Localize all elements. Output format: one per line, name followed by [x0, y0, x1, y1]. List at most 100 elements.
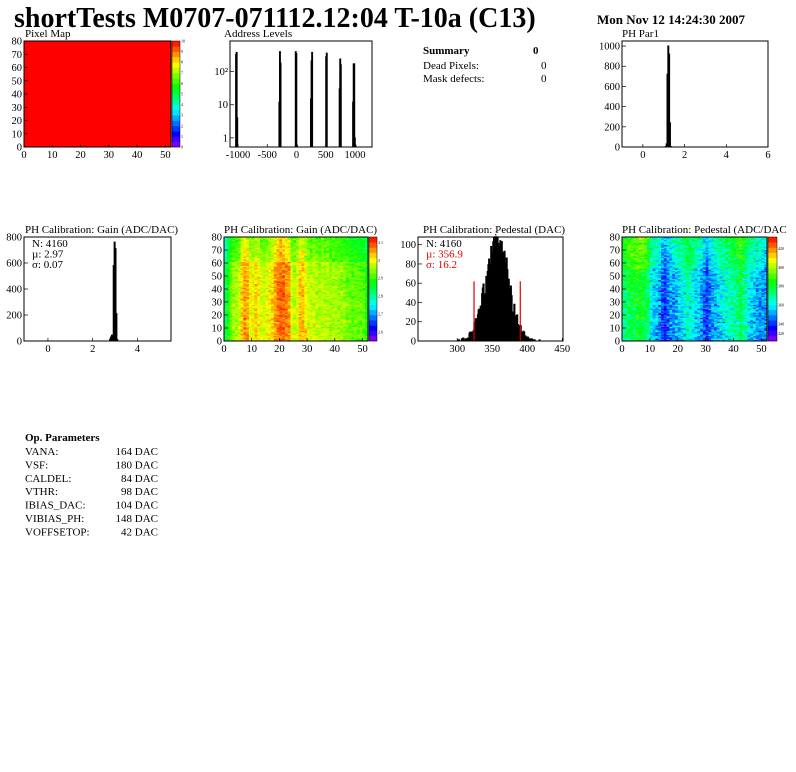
heatmap-cell	[354, 263, 358, 265]
heatmap-cell	[318, 300, 322, 303]
heatmap-cell	[365, 264, 369, 266]
heatmap-cell	[232, 298, 236, 300]
heatmap-cell	[312, 287, 316, 290]
heatmap-cell	[627, 330, 631, 333]
heatmap-cell	[307, 256, 311, 259]
heatmap-cell	[354, 337, 358, 339]
heatmap-cell	[362, 320, 366, 322]
heatmap-cell	[224, 328, 228, 330]
heatmap-cell	[251, 318, 255, 321]
heatmap-cell	[329, 292, 333, 295]
heatmap-cell	[359, 334, 363, 337]
heatmap-cell	[307, 303, 311, 305]
heatmap-cell	[293, 270, 297, 273]
heatmap-cell	[365, 268, 369, 270]
heatmap-cell	[237, 305, 241, 308]
heatmap-cell	[307, 283, 311, 286]
heatmap-cell	[257, 268, 261, 270]
heatmap-cell	[320, 283, 324, 286]
heatmap-cell	[237, 303, 241, 305]
heatmap-cell	[235, 290, 239, 292]
heatmap-cell	[307, 287, 311, 290]
heatmap-cell	[262, 279, 266, 282]
heatmap-cell	[622, 338, 626, 340]
heatmap-cell	[260, 277, 264, 279]
heatmap-cell	[273, 290, 277, 292]
heatmap-cell	[284, 335, 288, 338]
heatmap-cell	[365, 248, 369, 251]
heatmap-cell	[630, 300, 634, 303]
heatmap-cell	[284, 296, 288, 299]
heatmap-cell	[304, 331, 308, 334]
heatmap-cell	[312, 273, 316, 275]
heatmap-cell	[359, 298, 363, 300]
heatmap-cell	[329, 291, 333, 294]
heatmap-cell	[340, 247, 344, 249]
heatmap-cell	[237, 272, 241, 274]
heatmap-cell	[633, 274, 637, 277]
heatmap-cell	[624, 295, 628, 298]
x-tick-label: 350	[484, 344, 500, 355]
heatmap-cell	[624, 276, 628, 278]
heatmap-cell	[635, 328, 640, 330]
heatmap-cell	[271, 244, 275, 247]
heatmap-cell	[251, 296, 255, 299]
heatmap-cell	[624, 281, 628, 283]
heatmap-cell	[624, 304, 628, 307]
heatmap-cell	[293, 276, 297, 278]
heatmap-cell	[343, 295, 347, 298]
heatmap-cell	[257, 286, 261, 288]
heatmap-cell	[240, 244, 244, 247]
heatmap-cell	[332, 308, 336, 311]
heatmap-cell	[282, 325, 286, 327]
heatmap-cell	[254, 260, 258, 262]
heatmap-cell	[320, 268, 324, 270]
heatmap-cell	[301, 269, 305, 272]
heatmap-cell	[337, 270, 341, 273]
heatmap-cell	[312, 238, 316, 240]
heatmap-cell	[315, 287, 319, 290]
heatmap-cell	[318, 317, 322, 320]
heatmap-cell	[309, 278, 313, 281]
heatmap-cell	[254, 335, 258, 338]
heatmap-cell	[282, 316, 286, 318]
heatmap-cell	[312, 286, 316, 288]
heatmap-cell	[365, 325, 369, 327]
heatmap-cell	[293, 305, 297, 308]
heatmap-cell	[343, 289, 347, 291]
heatmap-cell	[307, 279, 311, 282]
heatmap-cell	[315, 243, 319, 246]
heatmap-cell	[257, 274, 261, 277]
heatmap-cell	[340, 313, 344, 316]
heatmap-cell	[248, 239, 252, 242]
heatmap-cell	[635, 252, 640, 255]
heatmap-cell	[301, 250, 305, 252]
heatmap-cell	[262, 292, 266, 295]
heatmap-cell	[622, 286, 626, 288]
heatmap-cell	[284, 253, 288, 256]
heatmap-cell	[365, 311, 369, 313]
heatmap-cell	[254, 320, 258, 322]
heatmap-cell	[235, 334, 239, 337]
heatmap-cell	[359, 273, 363, 275]
heatmap-cell	[293, 337, 297, 339]
heatmap-cell	[284, 331, 288, 334]
heatmap-cell	[359, 261, 363, 264]
heatmap-cell	[268, 316, 272, 318]
heatmap-cell	[351, 317, 355, 320]
heatmap-cell	[312, 240, 316, 243]
heatmap-cell	[630, 250, 634, 252]
heatmap-cell	[237, 333, 241, 335]
heatmap-cell	[354, 316, 358, 318]
heatmap-cell	[226, 256, 230, 259]
heatmap-cell	[630, 320, 634, 322]
heatmap-cell	[348, 305, 352, 308]
heatmap-cell	[356, 296, 360, 299]
heatmap-cell	[633, 316, 637, 318]
heatmap-cell	[229, 286, 233, 288]
heatmap-cell	[296, 246, 300, 248]
heatmap-cell	[365, 324, 369, 326]
heatmap-cell	[254, 331, 258, 334]
heatmap-cell	[243, 303, 247, 305]
heatmap-cell	[334, 257, 338, 260]
